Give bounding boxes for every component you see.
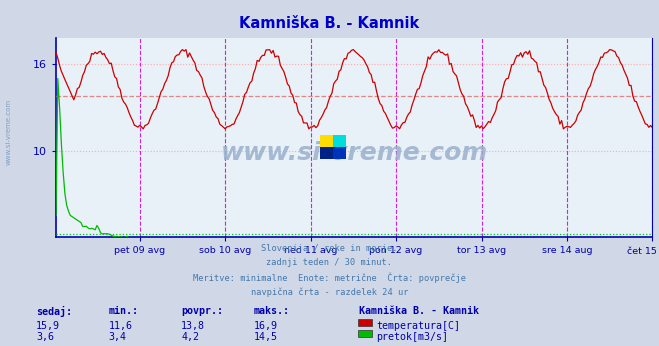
Text: temperatura[C]: temperatura[C] [376, 321, 460, 331]
Text: navpična črta - razdelek 24 ur: navpična črta - razdelek 24 ur [251, 288, 408, 297]
Text: 4,2: 4,2 [181, 332, 199, 342]
Text: 14,5: 14,5 [254, 332, 277, 342]
Bar [320, 147, 333, 159]
Text: Kamniška B. - Kamnik: Kamniška B. - Kamnik [239, 16, 420, 30]
Text: Kamniška B. - Kamnik: Kamniška B. - Kamnik [359, 306, 479, 316]
Text: pretok[m3/s]: pretok[m3/s] [376, 332, 448, 342]
Text: 15,9: 15,9 [36, 321, 60, 331]
Text: povpr.:: povpr.: [181, 306, 223, 316]
Text: 16,9: 16,9 [254, 321, 277, 331]
Bar [333, 135, 346, 147]
Text: 3,6: 3,6 [36, 332, 54, 342]
Text: 3,4: 3,4 [109, 332, 127, 342]
Text: Slovenija / reke in morje.: Slovenija / reke in morje. [261, 244, 398, 253]
Text: 11,6: 11,6 [109, 321, 132, 331]
Text: maks.:: maks.: [254, 306, 290, 316]
Text: Meritve: minimalne  Enote: metrične  Črta: povprečje: Meritve: minimalne Enote: metrične Črta:… [193, 273, 466, 283]
Bar [333, 147, 346, 159]
Text: www.si-vreme.com: www.si-vreme.com [5, 98, 11, 165]
Text: www.si-vreme.com: www.si-vreme.com [221, 142, 488, 165]
Text: zadnji teden / 30 minut.: zadnji teden / 30 minut. [266, 258, 393, 267]
Bar [320, 135, 333, 147]
Text: 13,8: 13,8 [181, 321, 205, 331]
Text: sedaj:: sedaj: [36, 306, 72, 317]
Text: min.:: min.: [109, 306, 139, 316]
